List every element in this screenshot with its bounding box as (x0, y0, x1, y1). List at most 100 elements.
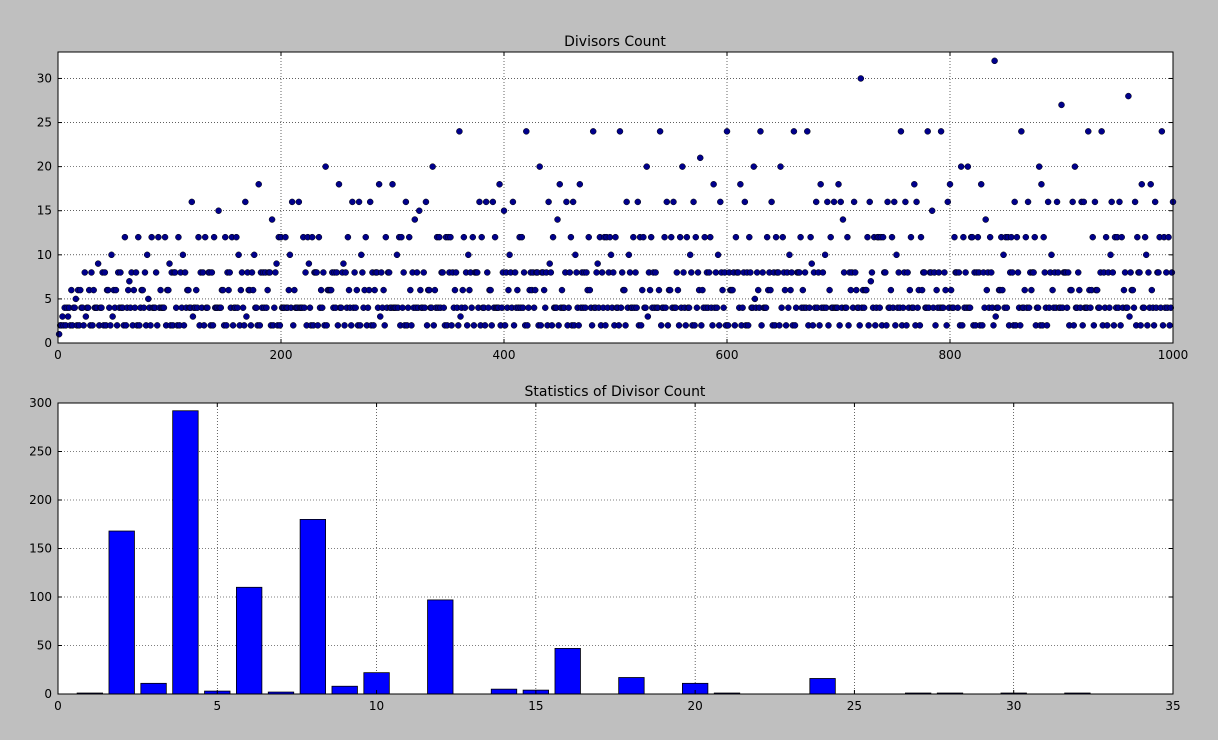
scatter-point (240, 322, 248, 329)
scatter-point (860, 304, 868, 311)
scatter-point (566, 269, 574, 276)
scatter-point (484, 269, 491, 276)
scatter-point (895, 269, 902, 276)
scatter-point (422, 198, 430, 206)
scatter-point (509, 198, 517, 206)
scatter-point (893, 251, 900, 259)
scatter-point (676, 233, 684, 241)
scatter-point (897, 128, 905, 135)
scatter-point (817, 181, 824, 188)
scatter-point (355, 198, 363, 206)
scatter-point (135, 233, 142, 241)
scatter-point (505, 286, 512, 294)
scatter-point (1003, 304, 1011, 311)
scatter-point (547, 269, 555, 276)
scatter-point (290, 322, 297, 329)
scatter-point (827, 233, 834, 241)
scatter-point (782, 322, 790, 329)
scatter-point (340, 260, 347, 267)
scatter-point (478, 233, 485, 241)
scatter-point (830, 198, 838, 206)
scatter-point (501, 322, 509, 329)
scatter-point (914, 304, 921, 311)
scatter-point (364, 304, 372, 311)
scatter-point (141, 269, 149, 276)
scatter-point (1148, 286, 1156, 294)
scatter-point (402, 198, 410, 206)
scatter-point (1158, 128, 1166, 135)
scatter-point (389, 181, 396, 188)
scatter-point (1167, 304, 1175, 311)
scatter-point (238, 269, 246, 276)
scatter-point (954, 304, 962, 311)
scatter-point (662, 304, 669, 311)
scatter-point (1151, 198, 1159, 206)
scatter-point (140, 304, 148, 311)
scatter-point (381, 322, 388, 329)
scatter-point (679, 163, 686, 170)
scatter-point (719, 286, 726, 294)
scatter-point (563, 198, 570, 206)
scatter-point (234, 304, 241, 311)
scatter-point (124, 286, 132, 294)
scatter-point (113, 322, 121, 329)
scatter-point (226, 269, 233, 276)
scatter-point (488, 322, 495, 329)
scatter-point (843, 304, 850, 311)
scatter-point (160, 304, 168, 311)
scatter-point (531, 286, 539, 294)
x-tick-label: 800 (939, 348, 962, 362)
scatter-point (380, 286, 387, 294)
scatter-point (256, 322, 264, 329)
scatter-point (500, 207, 508, 214)
scatter-point (583, 269, 590, 276)
scatter-point (322, 163, 329, 170)
scatter-point (617, 304, 625, 311)
scatter-point (757, 128, 764, 135)
scatter-point (239, 304, 247, 311)
divisor-count-statistics-chart: Statistics of Divisor Count 0 5 10 15 20 25 30… (29, 384, 1181, 713)
scatter-point (148, 233, 155, 241)
scatter-point (423, 322, 431, 329)
scatter-point (106, 304, 113, 311)
scatter-point (523, 128, 530, 135)
scatter-point (712, 269, 720, 276)
scatter-point (964, 163, 972, 170)
scatter-point (753, 269, 761, 276)
x-tick-label: 30 (1006, 699, 1021, 713)
scatter-point (242, 198, 249, 206)
scatter-point (347, 322, 355, 329)
scatter-point (506, 251, 513, 259)
scatter-point (850, 198, 858, 206)
scatter-point (1163, 269, 1170, 276)
scatter-point (754, 286, 762, 294)
scatter-point (781, 286, 789, 294)
scatter-point (1117, 322, 1124, 329)
scatter-point (1025, 304, 1033, 311)
scatter-point (558, 286, 566, 294)
scatter-point (634, 198, 642, 206)
scatter-point (1016, 322, 1024, 329)
y-tick-label: 5 (44, 292, 52, 306)
scatter-point (510, 322, 518, 329)
y-tick-label: 15 (37, 204, 52, 218)
scatter-point (746, 233, 753, 241)
scatter-point (1079, 322, 1086, 329)
scatter-point (983, 286, 991, 294)
scatter-point (935, 269, 943, 276)
plot-area (57, 51, 1174, 344)
bar (299, 519, 327, 695)
scatter-point (1041, 269, 1049, 276)
scatter-point (835, 181, 842, 188)
scatter-point (824, 198, 831, 206)
scatter-point (804, 128, 811, 135)
scatter-point (98, 304, 105, 311)
scatter-point (1063, 304, 1071, 311)
scatter-point (656, 128, 664, 135)
scatter-point (826, 286, 833, 294)
scatter-point (819, 269, 827, 276)
scatter-point (463, 322, 471, 329)
scatter-point (498, 304, 506, 311)
scatter-point (888, 233, 896, 241)
